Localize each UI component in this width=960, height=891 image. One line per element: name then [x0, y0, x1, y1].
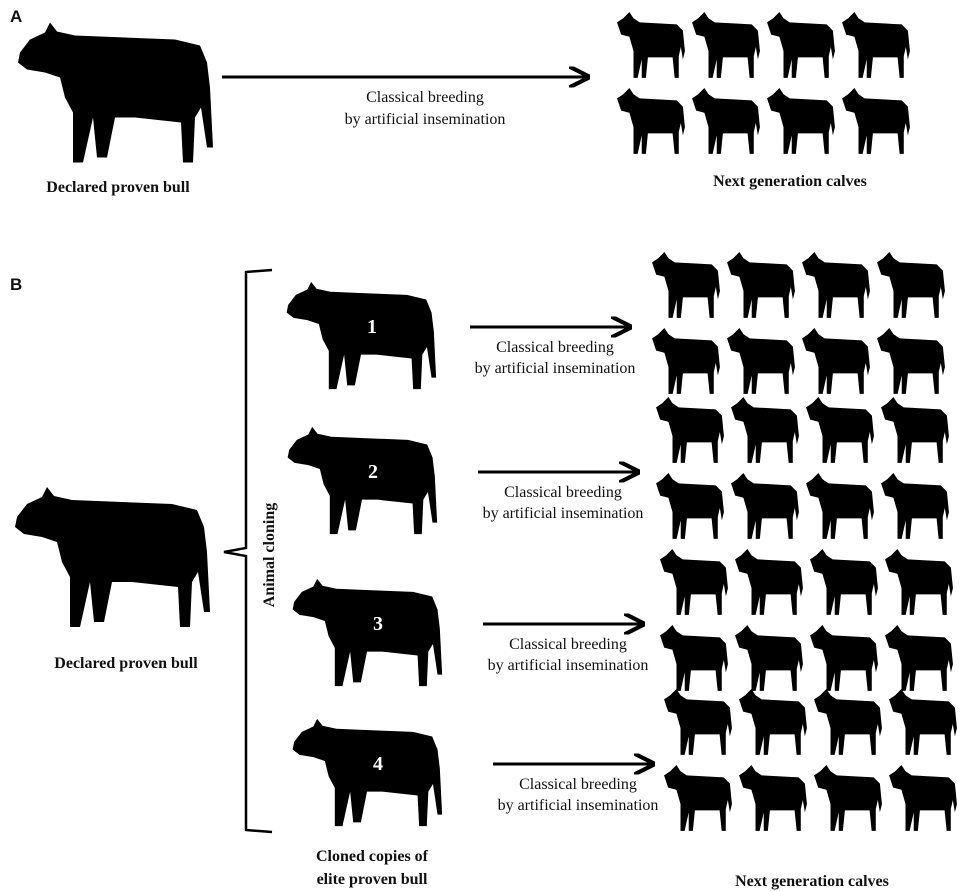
calf [806, 397, 874, 463]
clone-bull [286, 281, 437, 390]
calf [731, 397, 799, 463]
panel-label: A [10, 7, 22, 26]
calf [814, 689, 882, 755]
calf [731, 473, 799, 539]
clone-number: 4 [373, 753, 383, 775]
calf [727, 328, 795, 394]
clone-number: 2 [368, 461, 378, 483]
arrow-label: Classical breeding [519, 776, 637, 793]
calf [652, 328, 720, 394]
calf [735, 549, 803, 615]
arrow-label: Classical breeding [496, 339, 614, 356]
clone-number: 1 [367, 316, 377, 338]
calf [664, 689, 732, 755]
arrow-label: Classical breeding [366, 89, 484, 106]
calf [814, 765, 882, 831]
calf [842, 88, 910, 154]
calf [692, 88, 760, 154]
calf [842, 12, 910, 78]
panel-label: B [10, 275, 22, 294]
calf [802, 328, 870, 394]
bracket [223, 268, 273, 834]
calf [660, 549, 728, 615]
calf [692, 12, 760, 78]
bull-label: Declared proven bull [46, 179, 190, 196]
calf [617, 12, 685, 78]
arrow-label: by artificial insemination [475, 360, 636, 377]
calf [877, 252, 945, 318]
arrow-label: by artificial insemination [488, 657, 649, 674]
calves-label: Next generation calves [713, 173, 867, 190]
calf [617, 88, 685, 154]
calf [810, 549, 878, 615]
calf [656, 397, 724, 463]
clone-number: 3 [373, 613, 383, 635]
calf [806, 473, 874, 539]
calf [767, 12, 835, 78]
calf [727, 252, 795, 318]
calves-label: Next generation calves [735, 873, 889, 890]
calf [889, 689, 957, 755]
calf [885, 549, 953, 615]
arrow-label: Classical breeding [509, 636, 627, 653]
calf [767, 88, 835, 154]
clone-bull [292, 578, 443, 687]
calf [652, 252, 720, 318]
calf [810, 625, 878, 691]
calf [660, 625, 728, 691]
bull [18, 22, 213, 163]
calf [881, 473, 949, 539]
calf [881, 397, 949, 463]
arrow-label: by artificial insemination [483, 505, 644, 522]
calf [889, 765, 957, 831]
clone-bull [292, 718, 443, 827]
arrow-label: by artificial insemination [498, 797, 659, 814]
clones-label: elite proven bull [317, 871, 428, 888]
clone-bull [287, 426, 438, 535]
arrow-label: Classical breeding [504, 484, 622, 501]
calf [664, 765, 732, 831]
calf [739, 689, 807, 755]
bracket-label: Animal cloning [261, 503, 278, 607]
calf [735, 625, 803, 691]
calf [656, 473, 724, 539]
calf [802, 252, 870, 318]
bull-label: Declared proven bull [54, 655, 198, 672]
calf [739, 765, 807, 831]
calf [877, 328, 945, 394]
arrow-label: by artificial insemination [345, 111, 506, 128]
clones-label: Cloned copies of [316, 848, 429, 865]
calf [885, 625, 953, 691]
bull [15, 487, 210, 627]
